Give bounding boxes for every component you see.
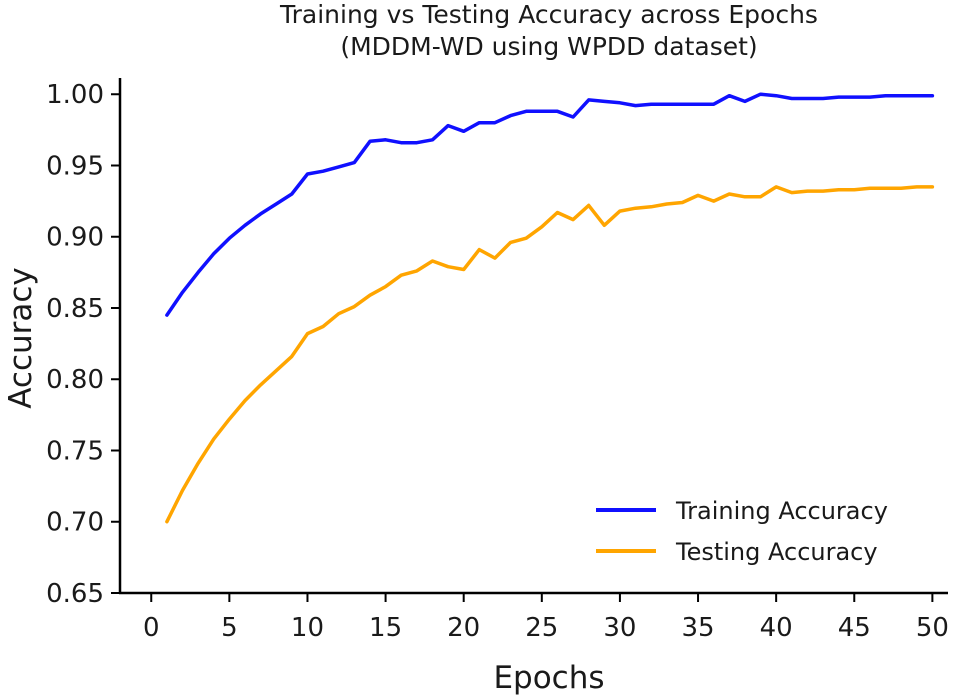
y-tick-label: 0.70 bbox=[46, 508, 104, 538]
y-tick-label: 0.75 bbox=[46, 436, 104, 466]
chart-title-line-2: (MDDM-WD using WPDD dataset) bbox=[340, 32, 757, 61]
y-axis-label: Accuracy bbox=[3, 267, 39, 409]
series-layer bbox=[165, 92, 935, 524]
y-tick-label: 0.80 bbox=[46, 365, 104, 395]
y-axis-ticks: 0.65 0.70 0.75 0.80 0.85 0.90 0.95 1.00 bbox=[46, 80, 120, 609]
x-axis-ticks: 0 5 10 15 20 25 30 35 40 45 50 bbox=[143, 593, 949, 643]
training-accuracy-line bbox=[165, 92, 935, 317]
chart-title-line-1: Training vs Testing Accuracy across Epoc… bbox=[279, 0, 818, 29]
x-tick-label: 10 bbox=[291, 613, 324, 643]
y-tick-label: 0.90 bbox=[46, 223, 104, 253]
legend: Training Accuracy Testing Accuracy bbox=[596, 497, 888, 566]
y-tick-label: 0.95 bbox=[46, 151, 104, 181]
x-tick-label: 40 bbox=[760, 613, 793, 643]
x-tick-label: 30 bbox=[603, 613, 636, 643]
x-tick-label: 0 bbox=[143, 613, 160, 643]
x-tick-label: 45 bbox=[838, 613, 871, 643]
legend-label-testing: Testing Accuracy bbox=[675, 538, 878, 566]
x-tick-label: 20 bbox=[447, 613, 480, 643]
x-tick-label: 35 bbox=[681, 613, 714, 643]
x-tick-label: 25 bbox=[525, 613, 558, 643]
legend-label-training: Training Accuracy bbox=[675, 497, 888, 525]
y-tick-label: 1.00 bbox=[46, 80, 104, 110]
x-tick-label: 50 bbox=[916, 613, 949, 643]
testing-accuracy-line bbox=[165, 185, 935, 524]
x-axis-label: Epochs bbox=[493, 660, 604, 696]
y-tick-label: 0.65 bbox=[46, 579, 104, 609]
x-tick-label: 15 bbox=[369, 613, 402, 643]
x-tick-label: 5 bbox=[221, 613, 238, 643]
y-tick-label: 0.85 bbox=[46, 294, 104, 324]
